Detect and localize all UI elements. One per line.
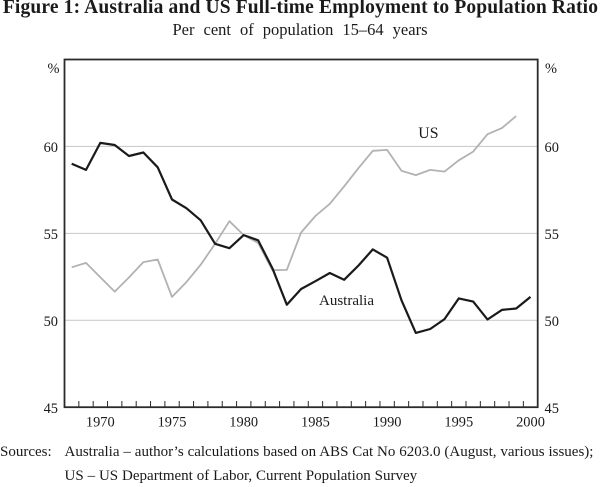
svg-text:1990: 1990 [373,415,402,431]
svg-text:%: % [545,61,557,77]
svg-text:60: 60 [44,140,58,156]
svg-text:1995: 1995 [444,415,473,431]
svg-text:1970: 1970 [86,415,115,431]
svg-text:50: 50 [44,314,58,330]
svg-text:2000: 2000 [516,415,545,431]
svg-text:50: 50 [545,314,559,330]
svg-text:45: 45 [44,401,58,417]
svg-text:55: 55 [545,227,559,243]
svg-text:US: US [418,125,438,142]
svg-text:1975: 1975 [158,415,187,431]
svg-text:1985: 1985 [301,415,330,431]
svg-text:55: 55 [44,227,58,243]
svg-text:1980: 1980 [229,415,258,431]
svg-text:Australia: Australia [319,293,374,309]
svg-text:45: 45 [545,401,559,417]
svg-text:60: 60 [545,140,559,156]
svg-text:%: % [48,61,60,77]
